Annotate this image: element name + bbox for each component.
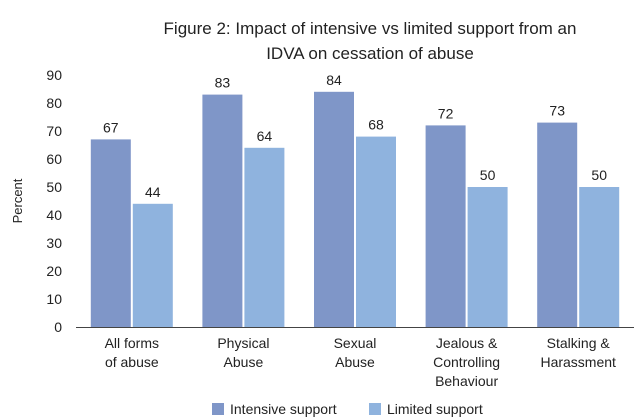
data-label: 44 [145, 184, 161, 200]
bar-1-0 [132, 203, 173, 327]
bars: 67 83 84 72 73 44 64 68 50 50 [90, 72, 620, 328]
bar-0-1 [202, 94, 243, 327]
y-tick-label: 90 [46, 67, 62, 83]
chart-title: Figure 2: Impact of intensive vs limited… [164, 19, 577, 63]
y-tick-label: 50 [46, 179, 62, 195]
x-tick-label: Jealous & [436, 335, 498, 351]
x-tick-label: Abuse [224, 354, 264, 370]
y-tick-label: 60 [46, 151, 62, 167]
legend-swatch [212, 403, 224, 415]
y-tick-label: 80 [46, 95, 62, 111]
legend-label: Intensive support [230, 401, 337, 417]
data-label: 83 [215, 75, 231, 91]
x-tick-label: Controlling [433, 354, 500, 370]
data-label: 64 [257, 128, 273, 144]
legend-swatch [369, 403, 381, 415]
y-axis-label: Percent [10, 178, 25, 223]
data-label: 50 [480, 167, 496, 183]
y-tick-label: 0 [54, 319, 62, 335]
legend: Intensive support Limited support [212, 401, 483, 417]
x-tick-label: Physical [217, 335, 269, 351]
x-tick-label: Behaviour [435, 373, 498, 389]
data-label: 84 [326, 72, 342, 88]
legend-label: Limited support [387, 401, 483, 417]
data-label: 72 [438, 105, 454, 121]
bar-1-2 [356, 136, 396, 327]
bar-1-4 [579, 187, 620, 327]
data-label: 68 [368, 117, 384, 133]
y-tick-label: 10 [46, 291, 62, 307]
bar-0-4 [537, 122, 578, 327]
x-axis: All forms of abuse Physical Abuse Sexual Abus… [76, 327, 634, 389]
data-label: 73 [549, 103, 565, 119]
bar-0-2 [314, 91, 354, 327]
data-label: 67 [103, 119, 119, 135]
x-tick-label: of abuse [105, 354, 159, 370]
x-tick-label: Harassment [540, 354, 616, 370]
y-tick-label: 20 [46, 263, 62, 279]
chart-title-line: Figure 2: Impact of intensive vs limited… [164, 19, 577, 38]
bar-1-1 [244, 147, 285, 327]
data-label: 50 [591, 167, 607, 183]
x-tick-label: Abuse [335, 354, 375, 370]
x-tick-label: Stalking & [547, 335, 611, 351]
bar-1-3 [467, 187, 508, 327]
y-axis: 0 10 20 30 40 50 60 70 80 90 [46, 67, 62, 335]
chart-title-line: IDVA on cessation of abuse [266, 44, 474, 63]
bar-0-3 [425, 125, 466, 328]
x-tick-label: Sexual [334, 335, 377, 351]
bar-0-0 [90, 139, 131, 327]
y-tick-label: 70 [46, 123, 62, 139]
y-tick-label: 40 [46, 207, 62, 223]
y-tick-label: 30 [46, 235, 62, 251]
x-tick-label: All forms [105, 335, 159, 351]
